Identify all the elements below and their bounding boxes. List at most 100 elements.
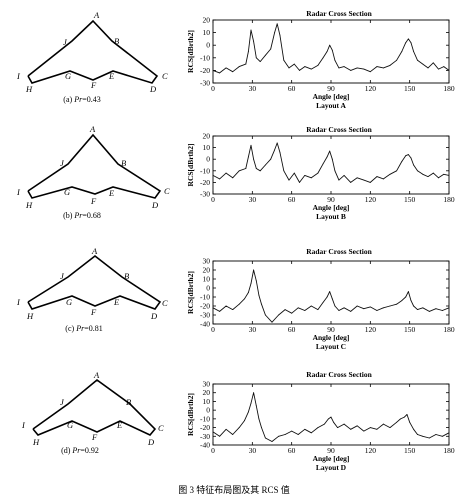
rcs-data-point	[427, 176, 429, 178]
vertex-label-e: E	[108, 188, 115, 198]
rcs-data-point	[413, 164, 415, 166]
x-axis-label: Angle [deg]	[313, 203, 350, 212]
diagram-caption: (b) Pr=0.68	[63, 211, 101, 220]
rcs-data-point	[232, 434, 234, 435]
rcs-data-point	[261, 303, 262, 305]
layout-label: Layout D	[316, 463, 347, 472]
rcs-data-point	[212, 307, 214, 309]
y-tick-label: -20	[200, 178, 210, 187]
rcs-data-point	[410, 157, 412, 159]
rcs-data-point	[401, 300, 403, 302]
rcs-data-point	[255, 168, 257, 169]
rcs-data-point	[310, 305, 312, 307]
caption-value: =0.81	[84, 324, 103, 333]
rcs-data-point	[317, 427, 319, 429]
rcs-data-point	[382, 423, 384, 425]
rcs-data-point	[329, 150, 331, 152]
y-tick-label: 0	[206, 155, 210, 164]
rcs-data-point	[343, 174, 345, 176]
rcs-series-line	[212, 23, 450, 74]
x-tick-label: 60	[288, 195, 296, 204]
panel-c: A B CD E F G HI J (c) Pr=0.81 Radar Cross Section…	[16, 246, 455, 351]
rcs-series	[212, 269, 450, 323]
rcs-data-point	[326, 51, 328, 52]
vertex-label-f: F	[90, 196, 97, 206]
rcs-data-point	[407, 38, 409, 40]
rcs-data-point	[334, 59, 336, 61]
rcs-data-point	[279, 34, 281, 36]
rcs-data-point	[407, 291, 409, 293]
rcs-data-point	[343, 307, 345, 309]
layout-diagram: A B CD E F G HI J (b) Pr=0.68	[16, 124, 170, 220]
rcs-data-point	[400, 418, 401, 420]
rcs-data-point	[369, 306, 371, 308]
rcs-data-point	[274, 149, 276, 151]
rcs-data-point	[225, 305, 227, 307]
rcs-data-point	[403, 416, 405, 418]
rcs-data-point	[417, 434, 418, 435]
rcs-data-point	[264, 54, 266, 56]
rcs-data-point	[291, 430, 293, 432]
rcs-data-point	[283, 59, 285, 61]
rcs-data-point	[278, 435, 280, 437]
rcs-data-point	[247, 51, 249, 52]
rcs-data-point	[261, 427, 262, 429]
vertex-label-c: C	[164, 186, 170, 196]
x-tick-label: 150	[404, 446, 416, 455]
rcs-data-point	[376, 310, 378, 311]
rcs-data-point	[232, 309, 234, 311]
rcs-data-point	[396, 421, 398, 423]
y-tick-label: 0	[206, 284, 210, 293]
rcs-data-point	[407, 154, 409, 156]
diagram-caption: (c) Pr=0.81	[65, 324, 102, 333]
x-tick-label: 60	[288, 325, 296, 334]
rcs-data-point	[304, 66, 306, 68]
layout-label: Layout B	[316, 212, 346, 221]
rcs-data-point	[232, 71, 234, 73]
rcs-data-point	[343, 66, 345, 68]
chart-title: Radar Cross Section	[306, 9, 372, 18]
rcs-data-point	[284, 309, 286, 311]
rcs-data-point	[250, 29, 252, 31]
rcs-data-point	[338, 67, 340, 69]
rcs-data-point	[396, 59, 398, 61]
rcs-data-point	[245, 168, 247, 169]
rcs-data-point	[329, 291, 331, 293]
rcs-data-point	[334, 305, 336, 307]
rcs-data-point	[363, 179, 365, 181]
y-tick-label: 30	[203, 380, 211, 389]
y-tick-label: 10	[203, 275, 211, 284]
figure-caption: 图 3 特征布局图及其 RCS 值	[178, 484, 290, 495]
rcs-data-point	[253, 40, 255, 42]
vertex-label-i: I	[16, 71, 21, 81]
rcs-data-point	[438, 177, 439, 179]
vertex-label-a: A	[93, 10, 100, 20]
rcs-data-point	[396, 170, 398, 172]
rcs-data-point	[238, 170, 240, 172]
rcs-data-point	[322, 301, 324, 303]
rcs-data-point	[244, 420, 245, 422]
rcs-data-point	[279, 151, 281, 153]
x-tick-label: 0	[211, 325, 215, 334]
rcs-data-point	[271, 321, 273, 323]
rcs-data-point	[343, 423, 345, 425]
rcs-data-point	[448, 432, 450, 434]
rcs-data-point	[382, 178, 384, 180]
y-tick-label: -20	[200, 302, 210, 311]
rcs-data-point	[245, 63, 247, 65]
rcs-data-point	[350, 310, 352, 312]
rcs-data-point	[448, 69, 450, 71]
rcs-data-point	[271, 441, 273, 442]
rcs-series	[212, 23, 450, 74]
rcs-data-point	[327, 418, 329, 420]
vertex-label-i: I	[16, 297, 21, 307]
rcs-data-point	[413, 305, 415, 307]
rcs-data-point	[356, 67, 358, 69]
rcs-data-point	[413, 428, 415, 430]
vertex-label-a: A	[91, 246, 98, 256]
vertex-label-h: H	[25, 84, 33, 94]
x-tick-label: 0	[211, 446, 215, 455]
rcs-data-point	[250, 402, 252, 404]
rcs-data-point	[382, 67, 384, 69]
vertex-label-d: D	[149, 84, 157, 94]
